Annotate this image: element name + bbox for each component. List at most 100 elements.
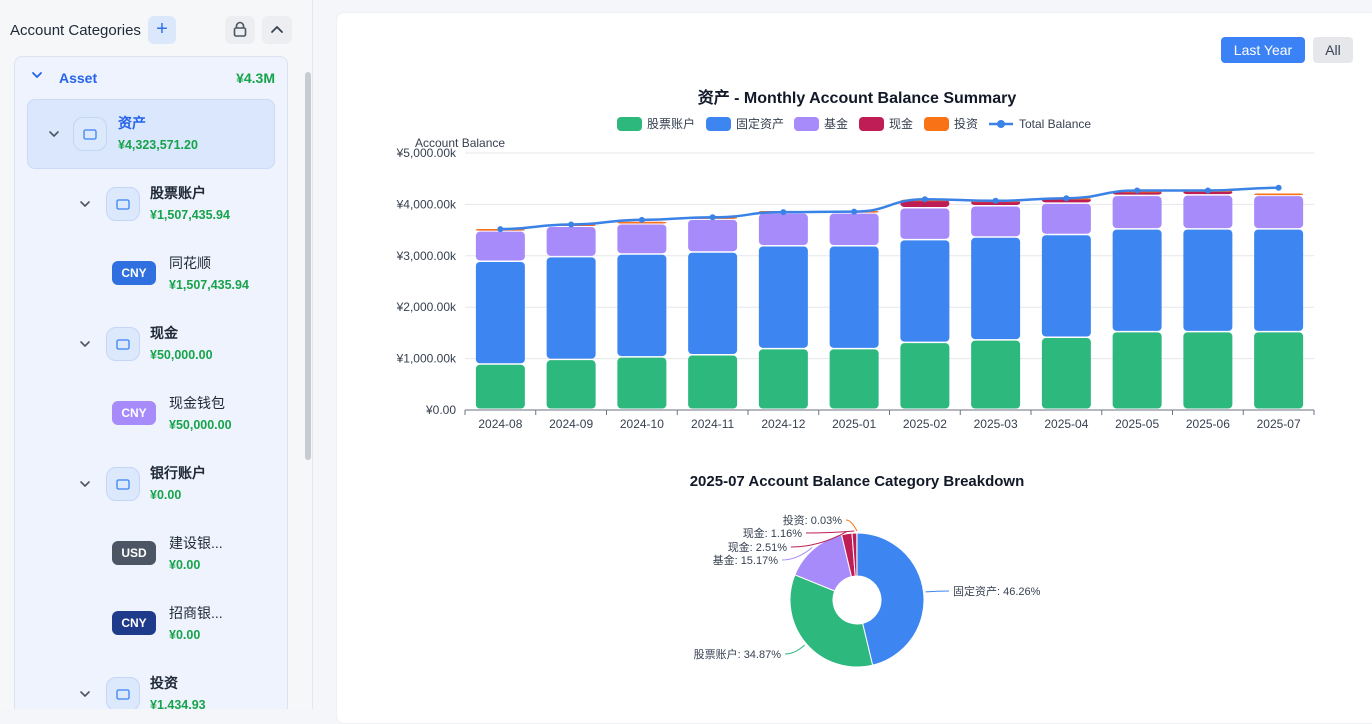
bar-segment[interactable] (759, 349, 808, 408)
legend-item[interactable]: 股票账户 (617, 116, 695, 131)
bar-segment[interactable] (1042, 235, 1091, 336)
tree-group[interactable]: 股票账户¥1,507,435.94 (15, 169, 287, 237)
total-balance-point[interactable] (780, 209, 786, 215)
x-tick-label: 2024-08 (478, 417, 522, 431)
bar-segment[interactable] (1113, 332, 1162, 408)
total-balance-point[interactable] (1134, 188, 1140, 194)
bar-segment[interactable] (900, 343, 949, 408)
bar-segment[interactable] (971, 238, 1020, 339)
folder-icon (106, 677, 140, 709)
lock-button[interactable] (225, 16, 255, 44)
svg-text:现金: 现金 (889, 116, 913, 131)
x-tick-label: 2025-03 (974, 417, 1018, 431)
svg-text:固定资产: 固定资产 (736, 116, 784, 131)
bar-segment[interactable] (688, 253, 737, 354)
pie-chart-title: 2025-07 Account Balance Category Breakdo… (337, 473, 1372, 490)
folder-icon (106, 187, 140, 221)
bar-segment[interactable] (971, 341, 1020, 409)
currency-badge: CNY (112, 261, 156, 285)
bar-segment[interactable] (547, 257, 596, 358)
chevron-down-icon[interactable] (79, 688, 91, 700)
bar-segment[interactable] (617, 358, 666, 409)
tree-account[interactable]: CNY 同花顺 ¥1,507,435.94 (15, 239, 287, 307)
tree-group-name: 银行账户 (150, 463, 206, 483)
category-name: Asset (59, 70, 97, 86)
bar-segment[interactable] (617, 224, 666, 253)
bar-segment[interactable] (547, 227, 596, 256)
bar-segment[interactable] (476, 365, 525, 409)
bar-segment[interactable] (1042, 204, 1091, 234)
bar-segment[interactable] (900, 240, 949, 341)
bar-segment[interactable] (1042, 338, 1091, 408)
chevron-down-icon[interactable] (79, 198, 91, 210)
legend-item[interactable]: 固定资产 (706, 116, 784, 131)
svg-text:股票账户: 股票账户 (647, 116, 695, 131)
pie-label-line (785, 645, 805, 654)
bar-segment[interactable] (1254, 332, 1303, 408)
tree-group[interactable]: 银行账户¥0.00 (15, 449, 287, 517)
total-balance-point[interactable] (922, 196, 928, 202)
legend-item[interactable]: 基金 (794, 116, 848, 131)
account-name: 同花顺 (169, 253, 211, 273)
chevron-down-icon[interactable] (31, 69, 43, 81)
bar-segment[interactable] (547, 360, 596, 408)
tree-group-amount: ¥4,323,571.20 (118, 138, 198, 152)
chevron-down-icon[interactable] (79, 478, 91, 490)
sidebar-scrollbar[interactable] (305, 72, 311, 460)
total-balance-point[interactable] (497, 226, 503, 232)
bar-segment[interactable] (1183, 196, 1232, 228)
bar-segment[interactable] (1254, 230, 1303, 331)
legend-item[interactable]: 现金 (859, 116, 913, 131)
legend-item[interactable]: Total Balance (989, 117, 1091, 131)
bar-segment[interactable] (830, 349, 879, 408)
bar-segment[interactable] (688, 220, 737, 251)
bar-segment[interactable] (1183, 332, 1232, 408)
bar-segment[interactable] (476, 232, 525, 261)
bar-segment[interactable] (971, 206, 1020, 236)
bar-segment[interactable] (1113, 230, 1162, 331)
bar-segment[interactable] (617, 255, 666, 356)
total-balance-point[interactable] (568, 221, 574, 227)
chevron-down-icon[interactable] (48, 128, 60, 140)
bar-segment[interactable] (1113, 196, 1162, 228)
bar-segment[interactable] (830, 247, 879, 348)
svg-text:Total Balance: Total Balance (1019, 117, 1091, 131)
total-balance-point[interactable] (1276, 185, 1282, 191)
bar-segment[interactable] (1254, 194, 1303, 196)
tree-group[interactable]: 资产 ¥4,323,571.20 (15, 99, 287, 167)
x-tick-label: 2025-06 (1186, 417, 1230, 431)
tree-group[interactable]: 现金¥50,000.00 (15, 309, 287, 377)
all-button[interactable]: All (1313, 37, 1353, 63)
bar-segment[interactable] (900, 209, 949, 239)
bar-segment[interactable] (1183, 230, 1232, 331)
svg-text:基金: 基金 (824, 116, 848, 131)
account-amount: ¥1,507,435.94 (169, 278, 249, 292)
legend-item[interactable]: 投资 (924, 116, 978, 131)
bar-segment[interactable] (1254, 196, 1303, 228)
chevron-down-icon[interactable] (79, 338, 91, 350)
bar-segment[interactable] (759, 247, 808, 348)
bar-segment[interactable] (688, 356, 737, 409)
tree-group[interactable]: 投资¥1,434.93 (15, 659, 287, 709)
category-panel: Asset ¥4.3M 资产 ¥4,323,571.20 股票账户¥1,507,43… (14, 56, 288, 709)
tree-group-name: 资产 (118, 113, 146, 133)
total-balance-point[interactable] (1205, 188, 1211, 194)
last-year-button[interactable]: Last Year (1221, 37, 1305, 63)
y-tick-label: ¥0.00 (425, 403, 456, 417)
bar-segment[interactable] (476, 262, 525, 363)
lock-icon (225, 16, 255, 44)
bar-segment[interactable] (830, 214, 879, 245)
total-balance-point[interactable] (851, 209, 857, 215)
add-category-button[interactable]: + (148, 16, 176, 44)
total-balance-point[interactable] (1063, 195, 1069, 201)
total-balance-point[interactable] (993, 198, 999, 204)
bar-segment[interactable] (759, 214, 808, 245)
total-balance-point[interactable] (710, 214, 716, 220)
collapse-all-button[interactable] (262, 16, 292, 44)
y-tick-label: ¥1,000.00k (396, 352, 457, 366)
category-header-asset[interactable]: Asset ¥4.3M (15, 57, 287, 97)
total-balance-point[interactable] (639, 217, 645, 223)
